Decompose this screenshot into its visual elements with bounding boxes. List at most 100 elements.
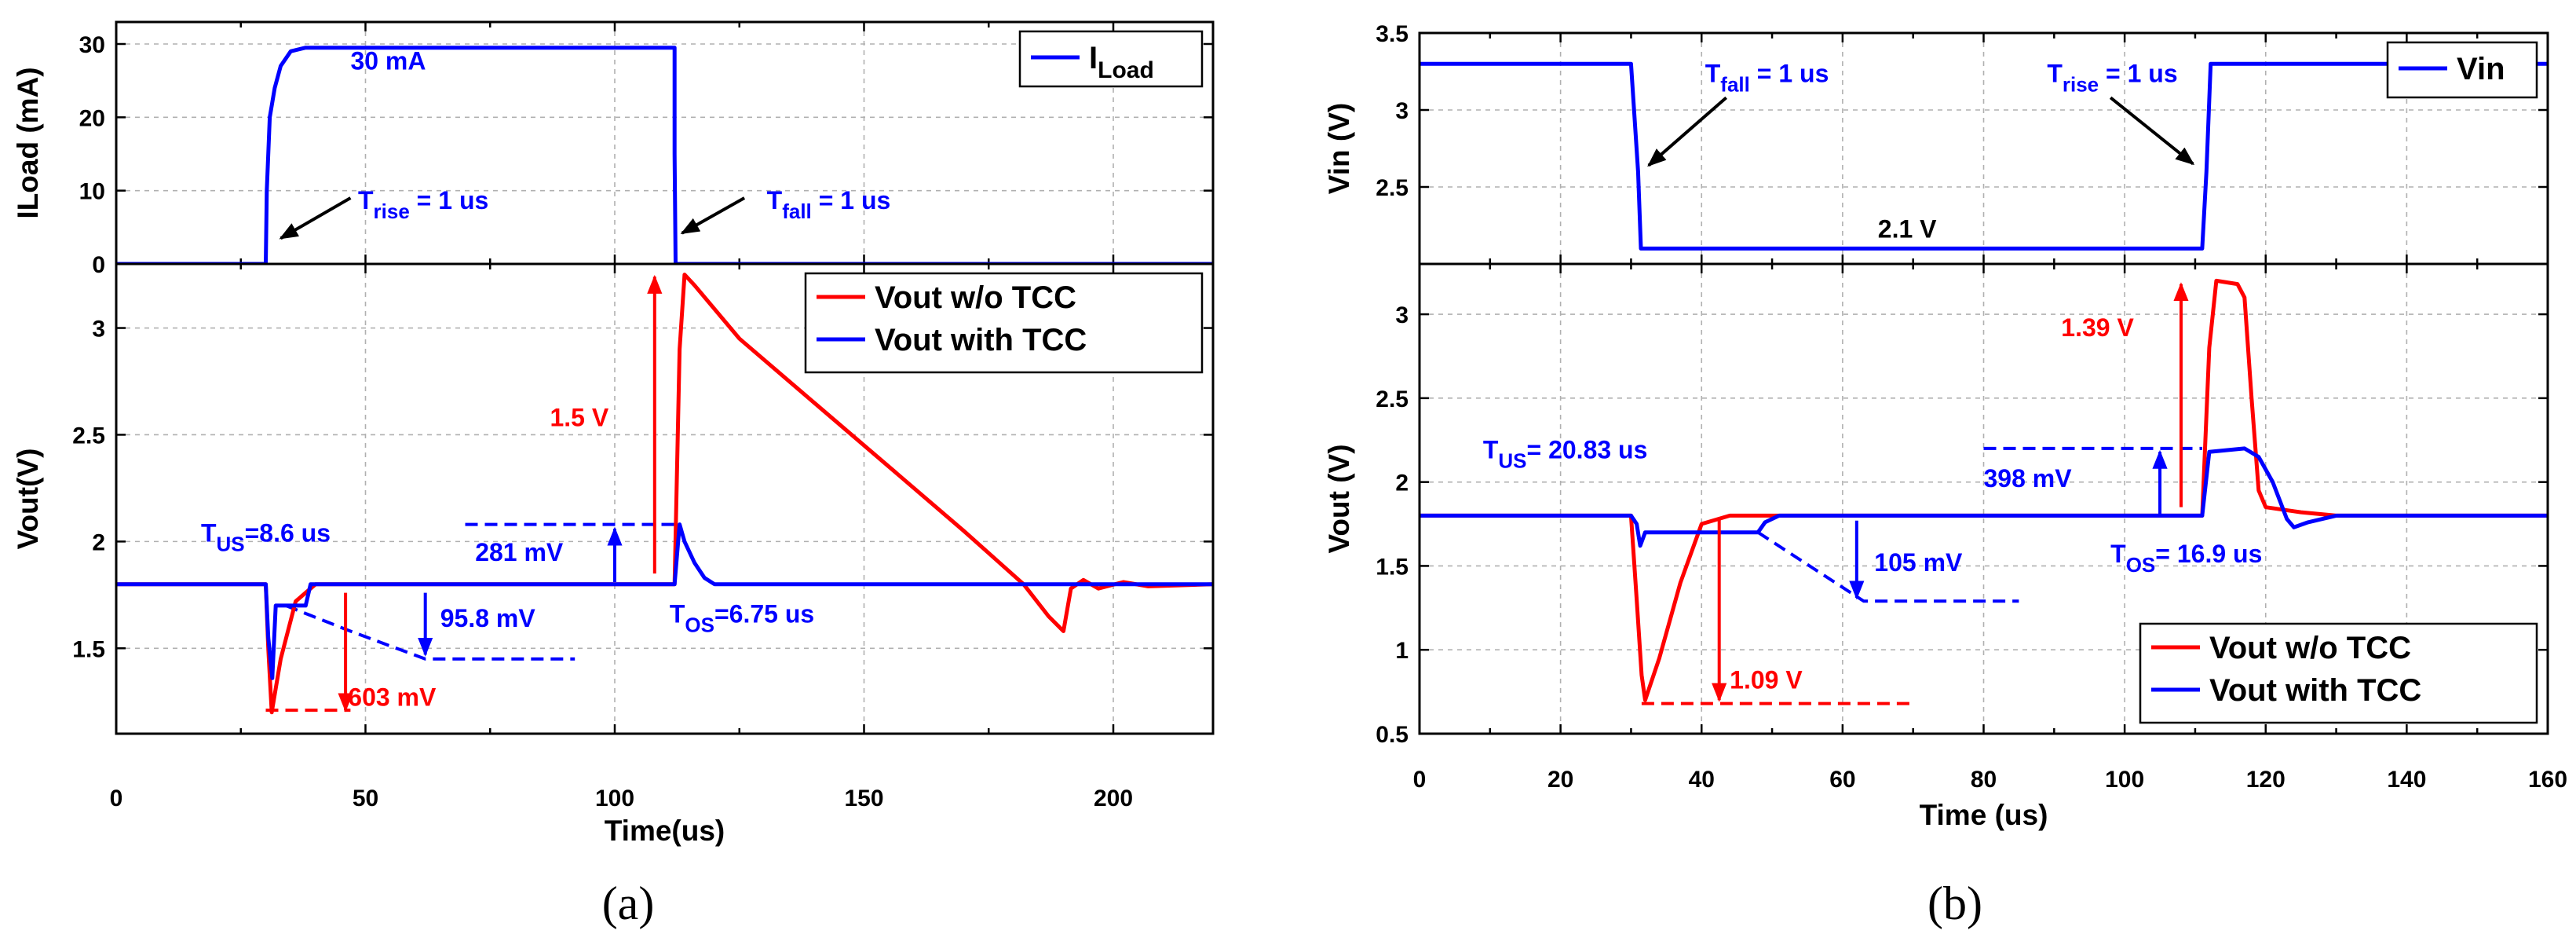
annotation-text: 281 mV — [475, 538, 564, 566]
annotation-label: 2.1 V — [1878, 215, 1937, 244]
legend-text: I — [1089, 41, 1098, 75]
legend-text: Vout with TCC — [2209, 673, 2421, 708]
y-axis-title: Vout (V) — [1323, 444, 1355, 553]
annotation-label: 603 mV — [348, 683, 437, 712]
legend-label: Vout with TCC — [875, 323, 1087, 357]
annotation-text: 1.5 V — [550, 404, 608, 432]
annotation-text: T — [767, 186, 783, 214]
annotation-text: = 1 us — [410, 186, 489, 214]
legend-subscript: Load — [1098, 57, 1154, 83]
x-tick-label: 100 — [595, 786, 634, 811]
x-axis-title: Time(us) — [605, 815, 725, 847]
annotation-subscript: OS — [685, 614, 714, 637]
legend-box — [2139, 622, 2538, 724]
grid — [1420, 33, 2548, 264]
legend-text: Vout w/o TCC — [875, 280, 1076, 315]
annotation-label: 1.09 V — [1730, 665, 1803, 694]
annotation-text: 30 mA — [350, 47, 426, 75]
x-tick-label: 150 — [844, 786, 883, 811]
annotation-text: 105 mV — [1874, 548, 1963, 577]
x-tick-label: 60 — [1829, 767, 1855, 793]
annotation-text: = 20.83 us — [1527, 436, 1648, 464]
annotation-text: 2.1 V — [1878, 215, 1937, 244]
y-tick-label: 10 — [79, 179, 105, 205]
plot-frame — [115, 262, 1215, 735]
annotation-subscript: US — [1498, 449, 1526, 473]
annotation-text: = 1 us — [812, 186, 891, 214]
legend-label: Vout w/o TCC — [875, 280, 1076, 315]
y-tick-label: 3 — [1395, 98, 1409, 124]
panel-caption: (b) — [1927, 877, 1982, 929]
annotation-text: =6.75 us — [714, 600, 814, 628]
annotation-subscript: US — [216, 532, 244, 555]
x-tick-label: 50 — [353, 786, 378, 811]
annotation-label: 398 mV — [1984, 464, 2073, 493]
legend-label: Vout w/o TCC — [2209, 631, 2411, 665]
annotation-text: 603 mV — [348, 683, 437, 712]
x-tick-label: 0 — [1413, 767, 1427, 793]
legend: Vin — [2386, 41, 2538, 99]
annotation-label: TUS= 20.83 us — [1483, 436, 1648, 473]
y-tick-label: 2.5 — [72, 423, 105, 449]
annotation-label: Trise = 1 us — [2047, 60, 2177, 97]
annotation-label: 1.39 V — [2061, 313, 2134, 342]
x-tick-label: 160 — [2528, 767, 2567, 793]
annotation-text: 398 mV — [1984, 464, 2073, 493]
y-tick-label: 2.5 — [1376, 175, 1409, 201]
annotation-label: TOS=6.75 us — [670, 600, 814, 637]
annotation-text: T — [1483, 436, 1499, 464]
annotation-label: 1.5 V — [550, 404, 608, 432]
annotation-label: 30 mA — [350, 47, 426, 75]
annotation-label: Tfall = 1 us — [1705, 60, 1829, 97]
legend-box — [804, 272, 1204, 374]
legend: ILoad — [1018, 30, 1204, 88]
guide-line — [285, 604, 575, 661]
y-axis-title: Vin (V) — [1323, 103, 1355, 195]
grid — [1420, 264, 2548, 734]
annotation-text: 95.8 mV — [440, 604, 536, 632]
legend-text: Vout with TCC — [875, 323, 1087, 357]
annotation-label: 281 mV — [475, 538, 564, 566]
y-tick-label: 0.5 — [1376, 722, 1409, 748]
annotation-text: T — [358, 186, 374, 214]
annotation-label: TUS=8.6 us — [201, 518, 331, 555]
annotation-text: = 16.9 us — [2155, 540, 2262, 568]
y-axis-title: Vout(V) — [12, 449, 44, 550]
annotation-subscript: OS — [2126, 553, 2156, 577]
annotation-text: T — [2047, 60, 2063, 88]
x-tick-label: 120 — [2246, 767, 2286, 793]
annotation-arrow — [680, 196, 746, 235]
guide-line — [1757, 531, 2019, 603]
series-line — [116, 522, 1213, 680]
x-tick-label: 140 — [2387, 767, 2426, 793]
annotation-text: T — [2110, 540, 2126, 568]
series-line — [116, 273, 1213, 715]
annotation-label: TOS= 16.9 us — [2110, 540, 2262, 577]
annotation-arrow — [279, 196, 352, 240]
series-line — [116, 46, 1213, 264]
annotation-text: = 1 us — [2099, 60, 2178, 88]
x-tick-label: 40 — [1689, 767, 1715, 793]
annotation-label: 95.8 mV — [440, 604, 536, 632]
annotation-text: =8.6 us — [245, 518, 331, 547]
annotation-text: = 1 us — [1750, 60, 1829, 88]
y-tick-label: 2 — [1395, 471, 1409, 496]
y-tick-label: 3 — [1395, 302, 1409, 328]
legend-label: ILoad — [1089, 41, 1154, 83]
x-tick-label: 20 — [1547, 767, 1573, 793]
y-tick-label: 1.5 — [72, 636, 105, 662]
annotation-subscript: rise — [2063, 73, 2099, 97]
series-line — [1420, 446, 2548, 548]
y-tick-label: 2.5 — [1376, 386, 1409, 412]
x-tick-label: 100 — [2105, 767, 2144, 793]
panel-caption: (a) — [602, 877, 655, 929]
legend: Vout w/o TCC Vout with TCC — [804, 272, 1204, 374]
x-tick-label: 200 — [1094, 786, 1133, 811]
